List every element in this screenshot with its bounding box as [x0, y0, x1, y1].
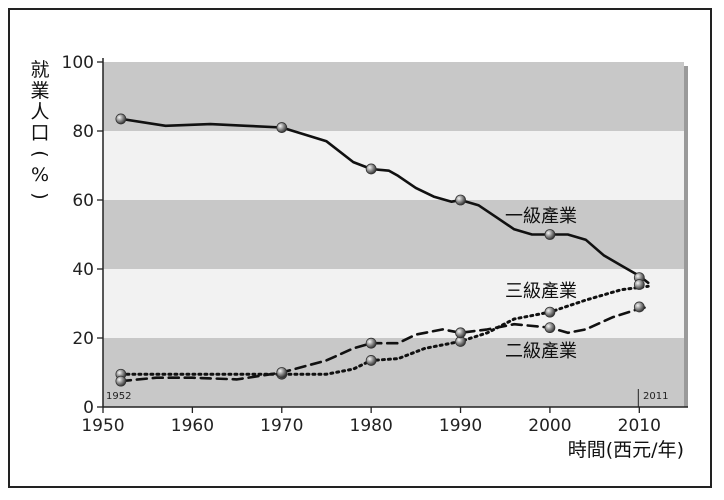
x-tick-label: 1970	[260, 416, 303, 436]
y-label-char: %	[31, 164, 49, 186]
y-label-char: 口	[30, 122, 49, 144]
start-year-label: 1952	[106, 391, 131, 402]
series-markers	[115, 113, 645, 387]
data-point	[544, 306, 556, 318]
y-label-char: 業	[30, 80, 49, 102]
data-point	[365, 337, 377, 349]
series-line	[119, 305, 650, 383]
data-point	[633, 301, 645, 313]
y-tick-label: 60	[72, 191, 94, 211]
data-point	[365, 163, 377, 175]
data-point	[544, 322, 556, 334]
grid-band	[103, 338, 684, 407]
end-year-label: 2011	[643, 391, 668, 402]
grid-band	[103, 269, 684, 338]
x-tick-label: 1980	[350, 416, 393, 436]
data-point	[276, 367, 288, 378]
grid-band	[103, 62, 684, 131]
series-label: 二級產業	[505, 341, 577, 362]
series-label: 一級產業	[505, 206, 577, 227]
y-label-char: 人	[30, 101, 49, 123]
data-point	[115, 113, 127, 125]
x-tick-label: 2010	[618, 416, 661, 436]
y-tick-label: 80	[72, 122, 94, 142]
data-point	[633, 279, 645, 290]
band-shadow	[684, 66, 688, 407]
y-tick-label: 100	[62, 53, 94, 73]
data-point	[455, 194, 466, 206]
data-point	[115, 375, 127, 387]
data-point	[455, 327, 466, 339]
y-tick-label: 20	[72, 329, 94, 349]
y-label-char: (	[29, 150, 51, 157]
grid-bands	[103, 62, 688, 407]
data-point	[544, 229, 556, 240]
y-tick-label: 0	[83, 398, 94, 418]
x-tick-label: 1950	[81, 416, 124, 436]
axes: 0 20 40 60 80 100 1950 1960 1970 1980 1990 2000 2010	[62, 53, 688, 436]
x-tick-label: 2000	[528, 416, 571, 436]
y-tick-label: 40	[72, 260, 94, 280]
x-tick-label: 1990	[439, 416, 482, 436]
series-label: 三級產業	[505, 281, 577, 302]
y-label-char: )	[29, 192, 51, 199]
data-point	[365, 355, 377, 366]
grid-band	[103, 200, 684, 269]
x-tick-label: 1960	[171, 416, 214, 436]
y-label-char: 就	[30, 59, 49, 81]
x-axis-label: 時間(西元/年)	[568, 439, 684, 461]
grid-band	[103, 131, 684, 200]
data-point	[276, 122, 288, 133]
